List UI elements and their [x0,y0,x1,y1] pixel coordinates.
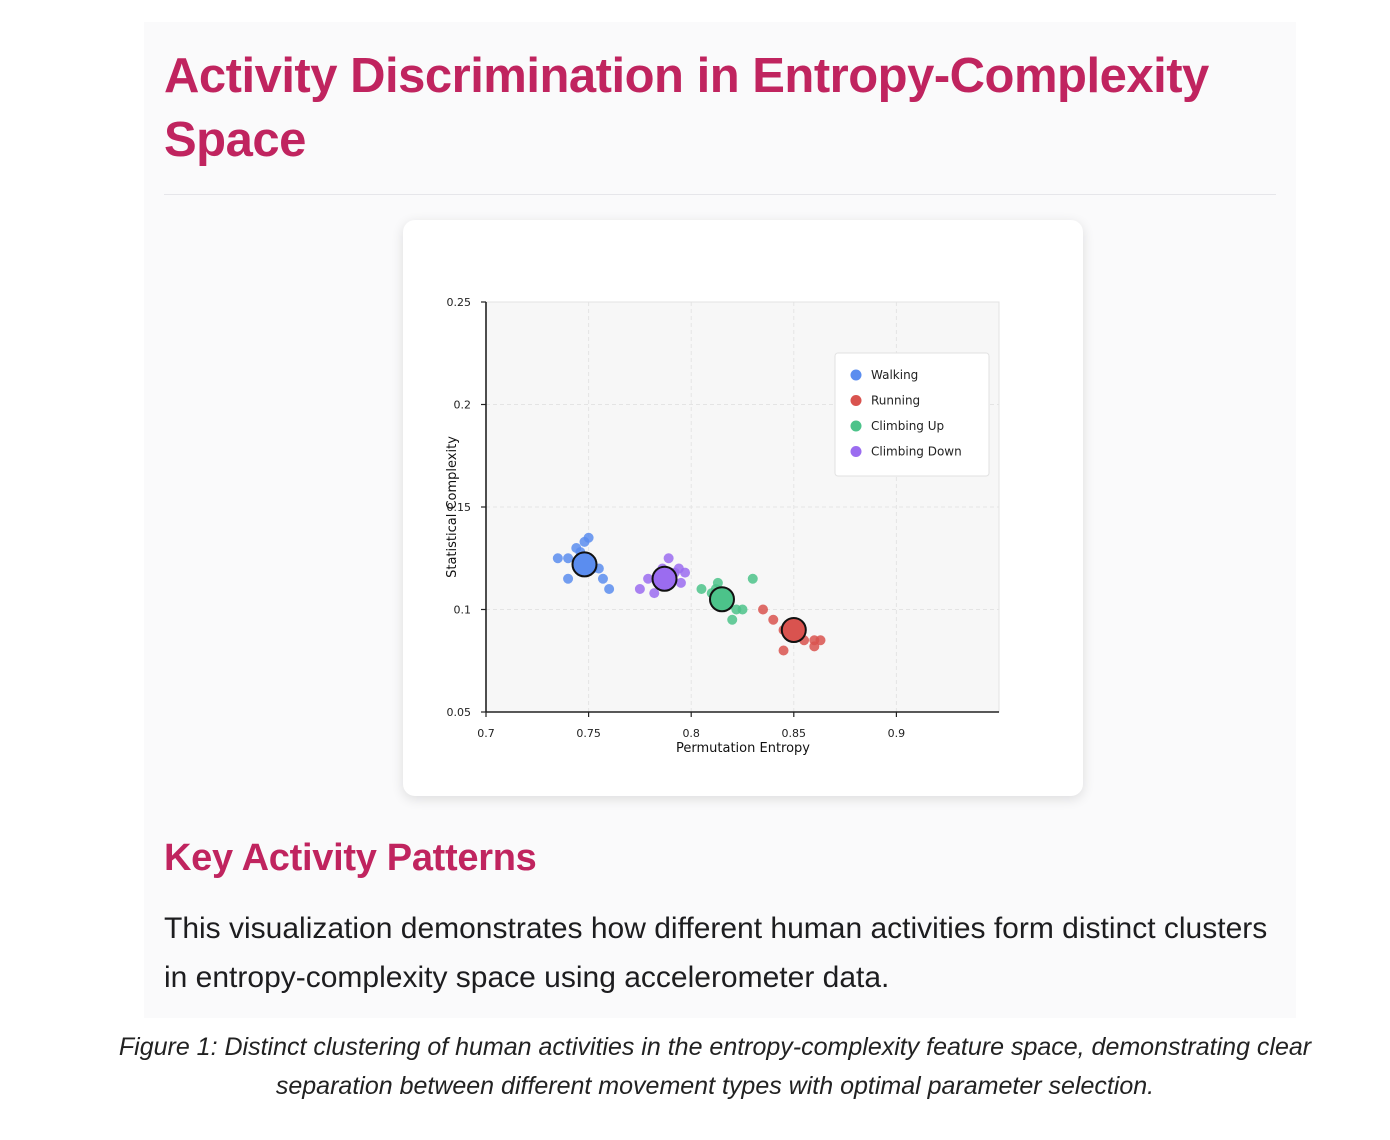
data-point [712,577,723,588]
legend-label: Walking [871,368,918,382]
x-tick-label: 0.8 [682,727,700,740]
chart-card: 0.7 0.75 0.8 0.85 0.9 0.05 0.1 0.15 0.2 0.25 Per… [403,220,1083,796]
y-tick-label: 0.2 [454,399,472,412]
x-ticks: 0.7 0.75 0.8 0.85 0.9 [477,712,905,740]
y-tick-label: 0.15 [447,501,472,514]
legend-label: Climbing Down [871,445,962,459]
title-divider [164,194,1276,195]
data-point [778,645,789,656]
x-axis-label: Permutation Entropy [676,741,810,756]
data-point [663,553,674,564]
data-point [604,584,615,594]
data-point [747,573,758,584]
data-point [809,641,820,652]
page-title: Activity Discrimination in Entropy-Compl… [164,49,1209,167]
x-tick-label: 0.85 [782,727,807,740]
cluster-centroids [571,551,807,643]
x-tick-label: 0.9 [888,727,906,740]
legend-marker [850,395,862,406]
data-point [727,614,738,625]
data-point [815,635,826,646]
section-title: Key Activity Patterns [164,837,537,879]
figure-caption: Figure 1: Distinct clustering of human a… [118,1033,1312,1100]
legend-marker [850,420,862,432]
x-tick-label: 0.75 [576,727,601,740]
y-tick-label: 0.25 [447,296,472,309]
body-text: This visualization demonstrates how diff… [164,912,1268,994]
chart-legend: Walking Running Climbing Up Climbing Down [834,352,990,477]
data-point [680,567,691,578]
y-tick-label: 0.05 [447,706,472,719]
legend-marker [850,369,862,381]
legend-box [834,352,990,477]
data-point [696,584,707,594]
centroid-point [651,565,678,592]
centroid-point [708,586,735,613]
scatter-chart: 0.7 0.75 0.8 0.85 0.9 0.05 0.1 0.15 0.2 0.25 Per… [445,296,1000,756]
data-point [768,614,779,625]
y-tick-label: 0.1 [454,604,472,617]
data-point [643,573,654,584]
legend-label: Climbing Up [871,419,944,433]
data-point [597,573,608,584]
centroid-point [571,551,598,578]
data-point [552,553,563,564]
data-point [563,553,574,564]
data-point [758,604,769,615]
grid-lines [486,302,999,712]
legend-label: Running [871,394,920,408]
data-point [649,588,660,599]
data-point [634,584,645,594]
data-point [737,604,748,615]
y-axis-label: Statistical Complexity [445,436,460,578]
data-point [675,577,686,588]
centroid-point [780,617,807,643]
data-point [563,573,574,584]
x-tick-label: 0.7 [477,727,495,740]
article-panel: Activity Discrimination in Entropy-Compl… [144,22,1296,1018]
y-ticks: 0.05 0.1 0.15 0.2 0.25 [447,296,486,719]
legend-marker [850,446,862,457]
data-point [583,532,594,543]
